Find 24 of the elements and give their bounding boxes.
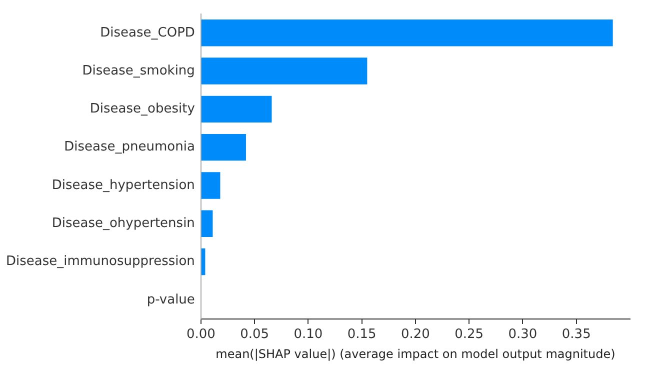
x-tick-label: 0.30 — [508, 327, 538, 342]
x-tick-label: 0.25 — [454, 327, 484, 342]
bar — [201, 134, 246, 161]
x-tick-label: 0.35 — [562, 327, 591, 342]
x-axis-title: mean(|SHAP value|) (average impact on model output magnitude) — [216, 346, 616, 361]
bar — [201, 96, 272, 123]
x-tick-label: 0.00 — [186, 327, 216, 342]
y-tick-label: Disease_COPD — [100, 25, 195, 40]
y-tick-label: Disease_ohypertensin — [52, 216, 195, 231]
y-tick-label: Disease_immunosuppression — [6, 254, 195, 270]
bar — [201, 58, 368, 84]
x-tick-label: 0.05 — [240, 327, 270, 342]
y-tick-label: Disease_smoking — [82, 63, 195, 78]
bar — [201, 210, 213, 237]
x-tick-label: 0.20 — [400, 327, 430, 342]
y-tick-label: Disease_hypertension — [52, 178, 195, 193]
y-tick-label: Disease_pneumonia — [64, 140, 195, 155]
x-tick-label: 0.15 — [347, 327, 376, 342]
bar — [201, 20, 613, 46]
y-tick-label: Disease_obesity — [90, 102, 196, 117]
x-tick-label: 0.10 — [294, 327, 323, 342]
bar — [201, 248, 206, 276]
bar — [201, 172, 220, 199]
y-tick-label: p-value — [146, 292, 195, 308]
